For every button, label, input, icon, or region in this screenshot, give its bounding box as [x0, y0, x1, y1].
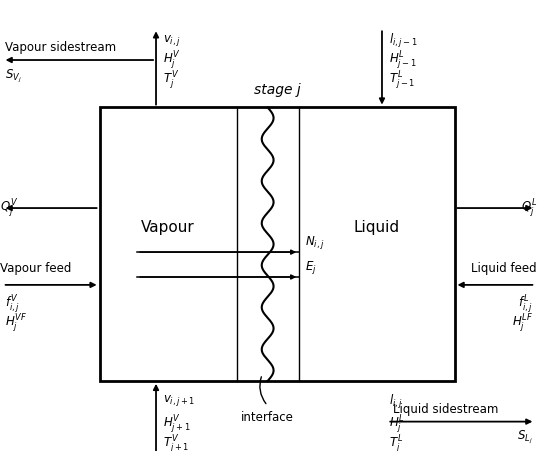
Text: $H_j^V$: $H_j^V$ — [163, 50, 181, 72]
Text: Vapour sidestream: Vapour sidestream — [5, 41, 117, 54]
Text: $H_j^{LF}$: $H_j^{LF}$ — [512, 312, 533, 334]
Text: Vapour feed: Vapour feed — [0, 261, 72, 274]
Text: $f_{i,j}^L$: $f_{i,j}^L$ — [518, 293, 533, 315]
Text: $S_{V_j}$: $S_{V_j}$ — [5, 68, 22, 85]
Text: stage j: stage j — [254, 83, 300, 97]
Text: $S_{L_j}$: $S_{L_j}$ — [517, 428, 533, 446]
Text: $H_j^{VF}$: $H_j^{VF}$ — [5, 312, 27, 334]
Text: $Q_j^V$: $Q_j^V$ — [0, 198, 18, 220]
Text: $v_{i,j}$: $v_{i,j}$ — [163, 33, 181, 48]
Text: interface: interface — [241, 410, 294, 423]
Text: $T_j^V$: $T_j^V$ — [163, 70, 179, 92]
Text: Liquid feed: Liquid feed — [471, 261, 537, 274]
Text: $E_j$: $E_j$ — [305, 258, 317, 275]
Text: $H_{j-1}^L$: $H_{j-1}^L$ — [389, 50, 416, 72]
Text: Liquid: Liquid — [353, 219, 400, 234]
Text: $H_j^L$: $H_j^L$ — [389, 413, 405, 435]
Text: $Q_j^L$: $Q_j^L$ — [521, 198, 537, 220]
Text: $T_{j+1}^V$: $T_{j+1}^V$ — [163, 433, 189, 451]
Text: Liquid sidestream: Liquid sidestream — [393, 402, 498, 415]
Text: $v_{i,j+1}$: $v_{i,j+1}$ — [163, 392, 195, 407]
Text: $l_{i,j}$: $l_{i,j}$ — [389, 392, 403, 410]
Bar — [100, 108, 455, 381]
Text: Vapour: Vapour — [141, 219, 195, 234]
Text: $T_{j-1}^L$: $T_{j-1}^L$ — [389, 70, 415, 92]
Text: $f_{i,j}^V$: $f_{i,j}^V$ — [5, 293, 20, 315]
Text: $N_{i,j}$: $N_{i,j}$ — [305, 233, 324, 250]
Text: $H_{j+1}^V$: $H_{j+1}^V$ — [163, 413, 190, 435]
Text: $l_{i,j-1}$: $l_{i,j-1}$ — [389, 32, 417, 50]
Text: $T_j^L$: $T_j^L$ — [389, 433, 403, 451]
